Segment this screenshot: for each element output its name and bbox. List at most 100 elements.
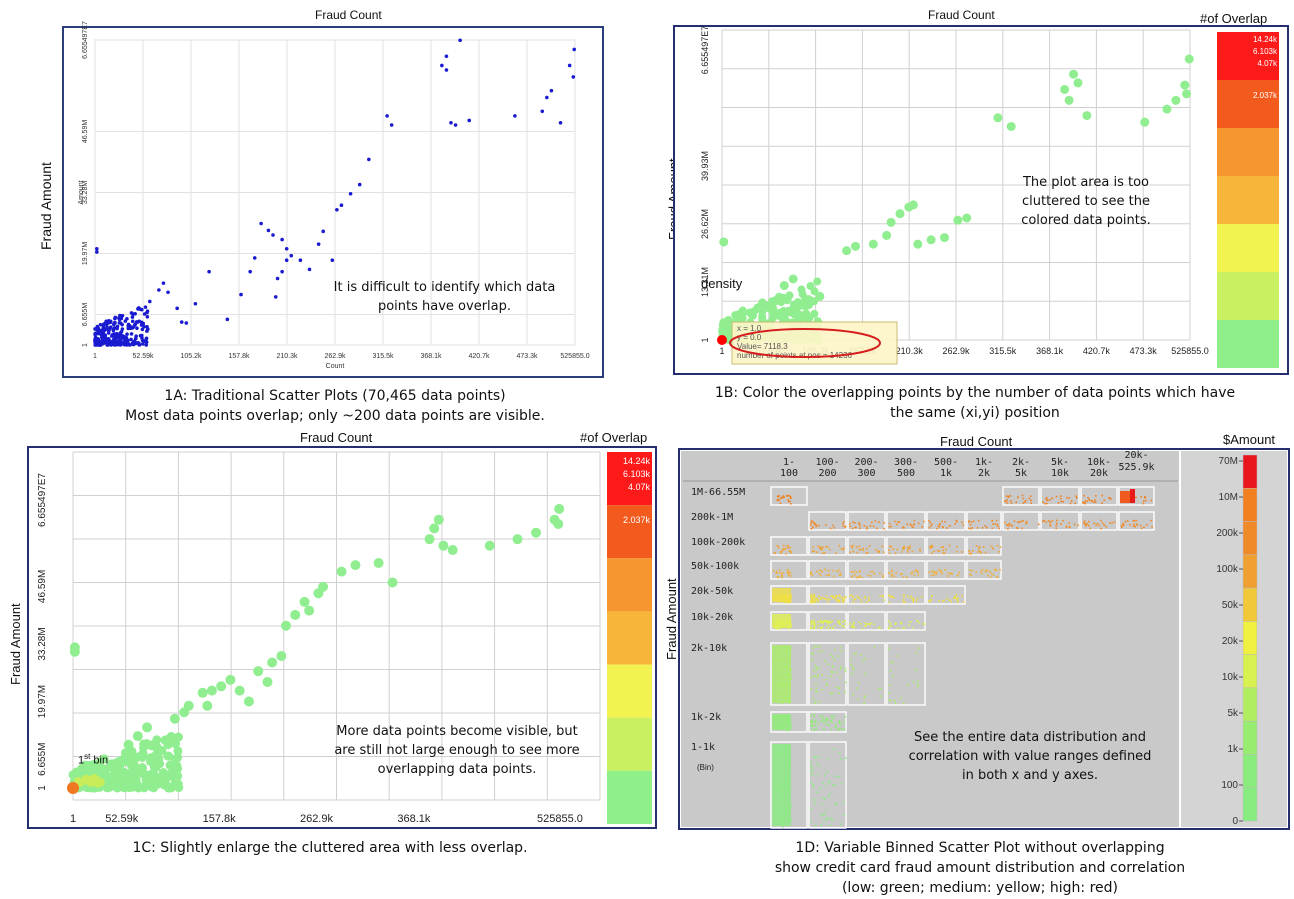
panel-d-bin-dot <box>856 595 859 598</box>
panel-d-bin-dot <box>963 601 965 603</box>
panel-d-bin-dot <box>859 570 861 572</box>
panel-d-bin-dot <box>1021 527 1023 530</box>
panel-d-bin-dot <box>1144 499 1147 502</box>
panel-d-bin-dot <box>860 601 863 603</box>
panel-d-bin-dot <box>855 546 858 548</box>
panel-d-bin-dot <box>817 722 819 725</box>
panel-d-bin-dot <box>839 721 842 723</box>
panel-d-bin-dot <box>821 797 824 800</box>
panel-d-bin-dot <box>1066 496 1068 499</box>
panel-d-bin-dot <box>851 547 853 549</box>
panel-d-bin-dot <box>844 525 847 528</box>
panel-d-bin-dot <box>979 550 982 553</box>
panel-d-bin-dot <box>949 572 952 575</box>
panel-d-bin-dot <box>859 527 861 530</box>
panel-d-bin-dot <box>843 520 845 523</box>
panel-c-legend-label: 4.07k <box>628 482 651 492</box>
panel-d-bin-dot <box>834 784 836 786</box>
panel-d-bin-dot <box>812 697 815 700</box>
panel-d-bin-dot <box>830 595 833 597</box>
panel-d-bin-dot <box>844 667 846 670</box>
panel-d-bin-dot <box>930 544 933 547</box>
panel-d-bin-dot <box>810 600 813 602</box>
panel-d-bin-dot <box>810 622 813 624</box>
panel-d-bin-dot <box>852 570 855 573</box>
panel-a-inner-xlabel: Count <box>326 363 345 370</box>
panel-d-bin-dot <box>981 526 984 529</box>
panel-d-legend-label: 1k <box>1227 744 1239 755</box>
panel-d-bin-dot <box>810 601 812 604</box>
panel-a-point <box>119 338 123 343</box>
panel-c-legend-swatch <box>607 770 652 824</box>
panel-d-bin-dot <box>816 551 818 554</box>
panel-d-bin-dot <box>1075 495 1078 498</box>
panel-d-bin-dot <box>818 595 820 598</box>
panel-d-bin-dot <box>902 546 905 549</box>
panel-b-point <box>779 306 788 315</box>
panel-d-bin-dot <box>928 571 930 574</box>
panel-d-bin-dot <box>834 648 836 651</box>
panel-d-bin-dot <box>942 549 944 552</box>
panel-c-point <box>373 557 384 568</box>
panel-d-bin-dot <box>866 547 868 550</box>
panel-d-bin-dot <box>915 569 917 571</box>
panel-d-bin-dot <box>859 524 861 527</box>
panel-d-bin-dot <box>816 791 819 794</box>
panel-c-point <box>281 620 292 631</box>
panel-d-bin-dot <box>825 626 828 629</box>
panel-d-bin-dot <box>1055 522 1058 525</box>
panel-d-bin-dot <box>1109 497 1111 499</box>
panel-b-point <box>718 320 727 329</box>
panel-d-bin-dot <box>829 621 832 624</box>
panel-d-bin-dot <box>811 601 814 604</box>
panel-d-bin-dot <box>894 520 896 523</box>
panel-b-caption-2: the same (xi,yi) position <box>890 405 1060 421</box>
panel-d-bin-dot <box>852 667 854 669</box>
panel-d-bin-dot <box>822 597 825 599</box>
panel-c-point <box>121 774 131 784</box>
panel-d-bin-dot <box>821 803 823 805</box>
panel-d-bin-dot <box>813 729 815 731</box>
panel-d-bin-dot <box>912 526 914 529</box>
panel-d-bin-dot <box>863 702 866 705</box>
panel-d-bin-dot <box>866 623 868 625</box>
panel-b-annotation: The plot area is too cluttered to see th… <box>1021 175 1151 228</box>
panel-d-bin-dot <box>883 527 886 530</box>
panel-c-chart: 1 52.59k 157.8k 262.9k 368.1k 525855.0 1 6.655M… <box>27 446 657 829</box>
panel-d-bin-dot <box>969 573 971 576</box>
panel-d-bin-dot <box>788 573 791 576</box>
panel-d-bin-dot <box>844 596 847 598</box>
panel-b-density-label: density <box>701 276 743 291</box>
panel-d-bin-dot <box>978 545 981 548</box>
panel-b-point <box>1073 78 1083 88</box>
panel-d-bin-dot <box>776 499 779 502</box>
panel-d-bin-dot <box>903 596 905 599</box>
panel-d-bin-dot <box>843 625 845 628</box>
panel-a-point <box>123 335 128 340</box>
panel-d-bin-dot <box>852 595 854 598</box>
panel-d-bin-dot <box>936 549 939 552</box>
panel-d-bin-dot <box>831 819 834 821</box>
panel-b-point <box>797 300 807 310</box>
panel-d-bin-dot <box>781 572 783 575</box>
panel-d-bin-dot <box>957 601 959 603</box>
panel-d-bin-dot <box>890 596 892 598</box>
panel-d-bin-dot <box>903 601 906 603</box>
panel-d-bin-dot <box>942 525 944 528</box>
panel-d-bin-dot <box>849 525 851 528</box>
panel-a-point <box>385 114 389 118</box>
panel-c-point <box>127 782 137 792</box>
panel-a-point <box>558 120 563 125</box>
panel-d-bin-dot <box>832 666 835 668</box>
panel-a-point <box>273 295 278 299</box>
panel-a-point <box>125 338 130 343</box>
panel-d-bin-dot <box>968 521 970 523</box>
panel-d-bin-dot <box>838 622 841 624</box>
panel-d-bin-dot <box>1136 523 1138 525</box>
panel-a-point <box>93 336 98 340</box>
panel-d-bin-dot <box>840 823 842 826</box>
panel-d-bin-dot <box>790 496 792 498</box>
panel-d-bin-dot <box>811 520 814 522</box>
panel-d-bin-dot <box>888 647 890 650</box>
panel-b-point <box>808 297 817 306</box>
